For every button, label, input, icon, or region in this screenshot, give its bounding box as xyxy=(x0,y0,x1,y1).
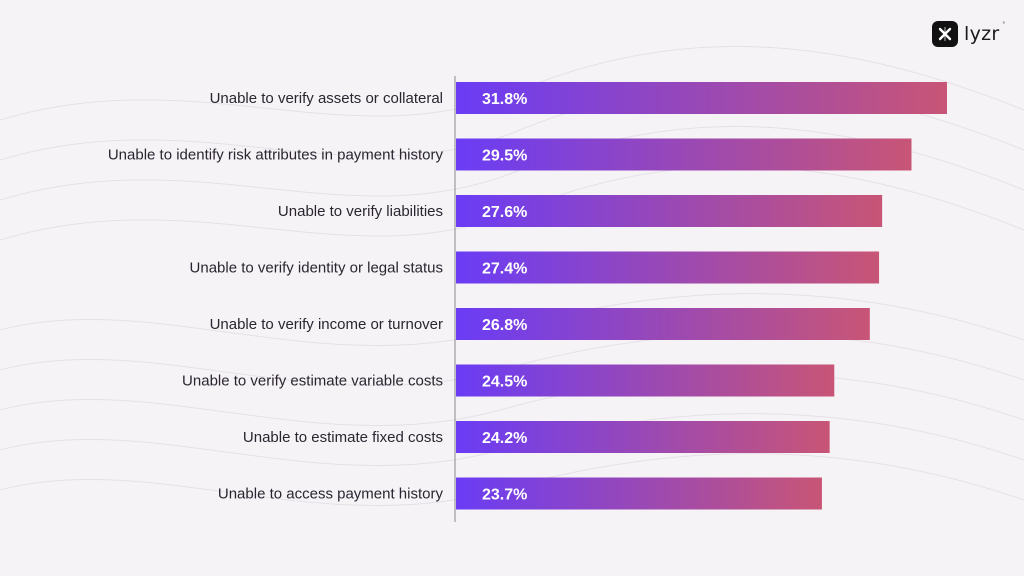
bar xyxy=(456,195,883,227)
category-label: Unable to verify assets or collateral xyxy=(210,90,443,107)
brand-logo: lyzr ° xyxy=(932,21,1006,47)
category-label: Unable to verify identity or legal statu… xyxy=(190,260,443,277)
lyzr-logo-icon xyxy=(932,21,958,47)
value-label: 29.5% xyxy=(482,148,527,165)
value-label: 24.5% xyxy=(482,374,527,391)
bar xyxy=(456,308,870,340)
category-label: Unable to identify risk attributes in pa… xyxy=(108,147,444,164)
brand-name: lyzr ° xyxy=(964,21,1006,45)
value-label: 26.8% xyxy=(482,317,527,334)
category-label: Unable to access payment history xyxy=(218,486,444,503)
bar xyxy=(456,477,822,510)
bar xyxy=(456,421,830,453)
category-label: Unable to verify estimate variable costs xyxy=(182,373,443,390)
value-label: 31.8% xyxy=(482,91,527,108)
category-label: Unable to estimate fixed costs xyxy=(243,429,443,446)
value-label: 24.2% xyxy=(482,430,527,447)
bar xyxy=(456,138,912,171)
bar xyxy=(456,82,947,114)
bar xyxy=(456,251,880,284)
category-label: Unable to verify income or turnover xyxy=(210,316,443,333)
value-label: 27.6% xyxy=(482,204,527,221)
category-label: Unable to verify liabilities xyxy=(278,203,443,220)
bar xyxy=(456,364,835,397)
value-label: 23.7% xyxy=(482,487,527,504)
value-label: 27.4% xyxy=(482,261,527,278)
brand-trademark: ° xyxy=(1002,21,1006,28)
